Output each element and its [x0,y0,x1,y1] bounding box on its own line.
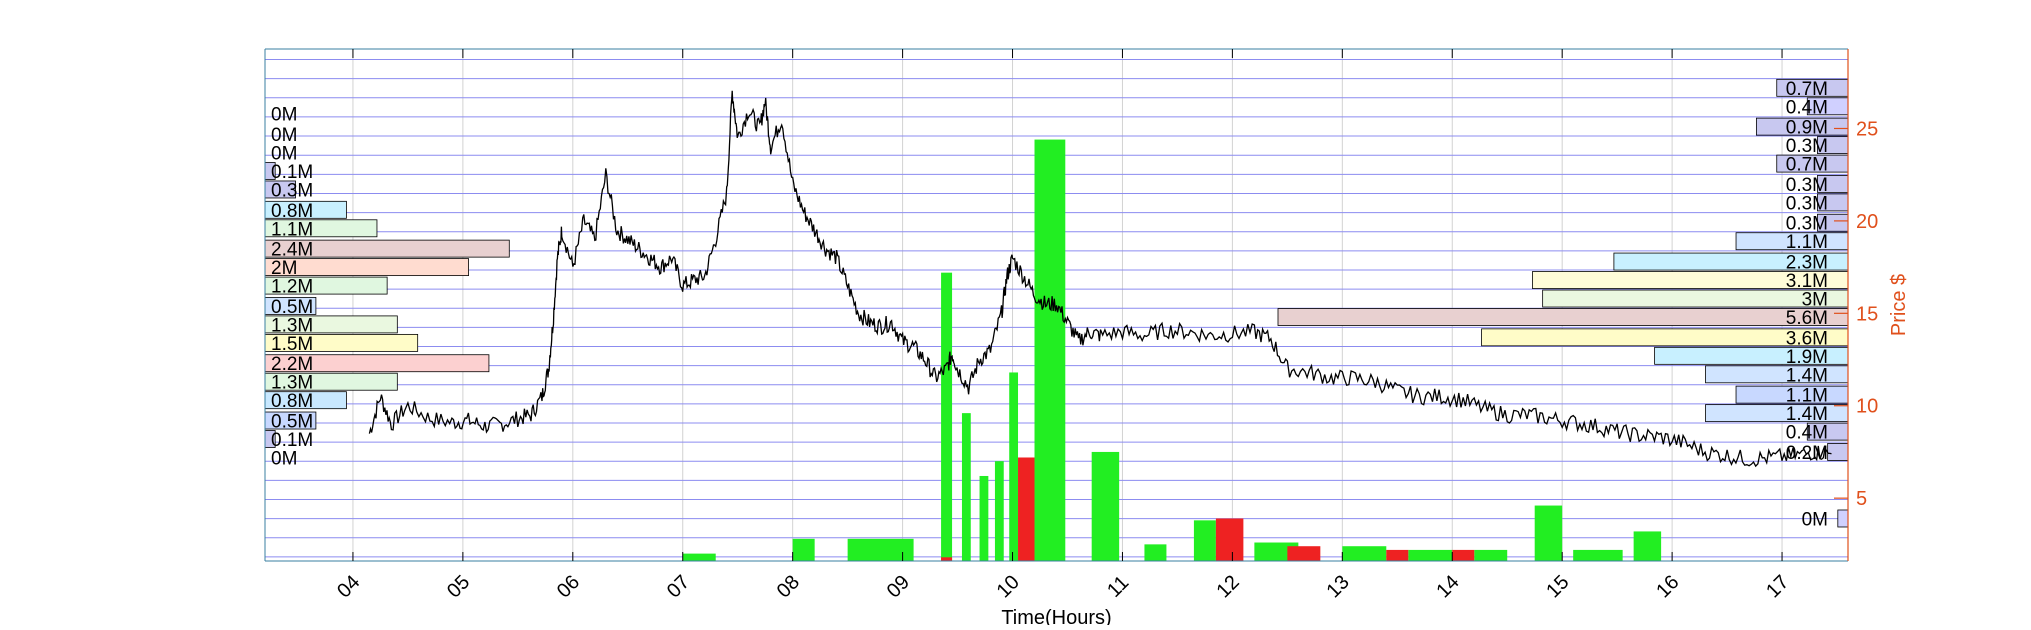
x-tick-label: 17 [1762,571,1793,602]
y-tick-label: 10 [1856,396,1878,418]
volume-profile-label-right: 1.1M [1786,386,1828,407]
volume-profile-label-right: 0M [1802,509,1828,530]
axis-labels: Time(Hours) Price $ [1001,274,1910,629]
volume-bar-down [941,557,953,561]
volume-profile-label-left: 0M [271,105,297,126]
volume-profile-label-right: 0.7M [1786,155,1828,176]
volume-profile-label-right: 2.3M [1786,253,1828,274]
volume-bar-down [1018,457,1035,561]
volume-profile-bar-right [1837,509,1849,528]
volume-profile-label-right: 3.1M [1786,271,1828,292]
x-axis-title: Time(Hours) [1001,607,1111,625]
y-tick-label: 5 [1856,488,1867,510]
x-tick-label: 11 [1103,572,1133,602]
volume-profile-bar-right [1277,308,1849,326]
x-tick-label: 08 [773,571,804,602]
volume-profile-label-right: 1.4M [1786,365,1828,386]
volume-profile-label-left: 1.2M [271,277,313,298]
x-tick-label: 05 [443,571,474,602]
volume-bar-up [792,538,815,561]
volume-bar-up [1633,531,1662,561]
volume-profile-label-left: 1.3M [271,373,313,394]
x-tick-label: 15 [1542,571,1573,602]
volume-bar-up [1034,139,1066,561]
volume-profile-label-right: 0.3M [1786,136,1828,157]
x-tick-label: 09 [883,571,914,602]
volume-bar-up [961,413,971,561]
volume-profile-label-left: 0M [271,448,297,469]
volume-bar-down [1287,546,1321,561]
x-tick-label: 06 [553,571,584,602]
x-tick-label: 04 [333,571,364,602]
volume-bar-up [1573,549,1623,561]
volume-profile-label-right: 0.3M [1786,193,1828,214]
volume-profile-label-left: 0.5M [271,412,313,433]
volume-profile-label-left: 0.3M [271,180,313,201]
volume-bar-up [682,553,716,561]
volume-bar-up [1408,549,1453,561]
x-tick-label: 10 [993,571,1024,602]
volume-profile-label-left: 0.1M [271,162,313,183]
price-series [368,90,1832,468]
volume-profile-label-left: 2.4M [271,240,313,261]
volume-profile-label-left: 2.2M [271,354,313,375]
volume-bar-up [847,538,914,561]
x-tick-label: 13 [1322,571,1353,602]
volume-profile-label-right: 0.4M [1786,97,1828,118]
volume-profile-label-left: 0M [271,144,297,165]
y-tick-label: 20 [1856,211,1878,233]
y-tick-label: 25 [1856,118,1878,140]
volume-bar-up [1193,520,1216,561]
x-tick-label: 12 [1213,571,1244,602]
volume-bar-down [1452,549,1475,561]
volume-bar-up [1534,505,1563,561]
volume-bar-up [979,475,989,561]
volume-bar-up [1474,549,1508,561]
volume-profile-label-right: 3.6M [1786,328,1828,349]
volume-profile-label-right: 0.7M [1786,79,1828,100]
volume-bar-up [994,461,1004,561]
volume-profile-label-left: 0M [271,125,297,146]
volume-profile-label-left: 1.5M [271,334,313,355]
volume-profile-label-right: 0.4M [1786,423,1828,444]
volume-bar-up [1144,544,1167,561]
volume-bars [682,139,1662,561]
volume-profile-label-right: 3M [1802,290,1828,311]
volume-profile-bar-right [1827,443,1849,461]
volume-profile-label-left: 0.5M [271,297,313,318]
volume-profile-label-left: 0.1M [271,430,313,451]
volume-bar-down [1386,549,1409,561]
volume-profile-label-right: 1.1M [1786,232,1828,253]
volume-profile-label-right: 0.3M [1786,175,1828,196]
volume-bar-up [1009,372,1019,561]
volume-profile-label-right: 1.4M [1786,404,1828,425]
volume-profile-label-right: 5.6M [1786,308,1828,329]
x-tick-label: 07 [663,571,694,602]
volume-profile-label-right: 0.3M [1786,214,1828,235]
y-tick-label: 15 [1856,303,1878,325]
volume-profile-label-left: 1.1M [271,219,313,240]
volume-profile-label-left: 2M [271,258,297,279]
volume-profile-label-left: 1.3M [271,315,313,336]
volume-bar-down [1215,518,1244,561]
x-tick-label: 14 [1432,571,1463,602]
volume-profile-label-right: 0.9M [1786,118,1828,139]
volume-profile-label-left: 0.8M [271,391,313,412]
volume-bar-up [1091,451,1120,561]
volume-profile-label-right: 1.9M [1786,347,1828,368]
price-line [368,90,1832,468]
y-axis-title: Price $ [1888,274,1910,336]
volume-profile-label-left: 0.8M [271,201,313,222]
volume-bar-up [1342,546,1387,561]
x-tick-label: 16 [1652,571,1683,602]
volume-bar-up [941,272,953,561]
